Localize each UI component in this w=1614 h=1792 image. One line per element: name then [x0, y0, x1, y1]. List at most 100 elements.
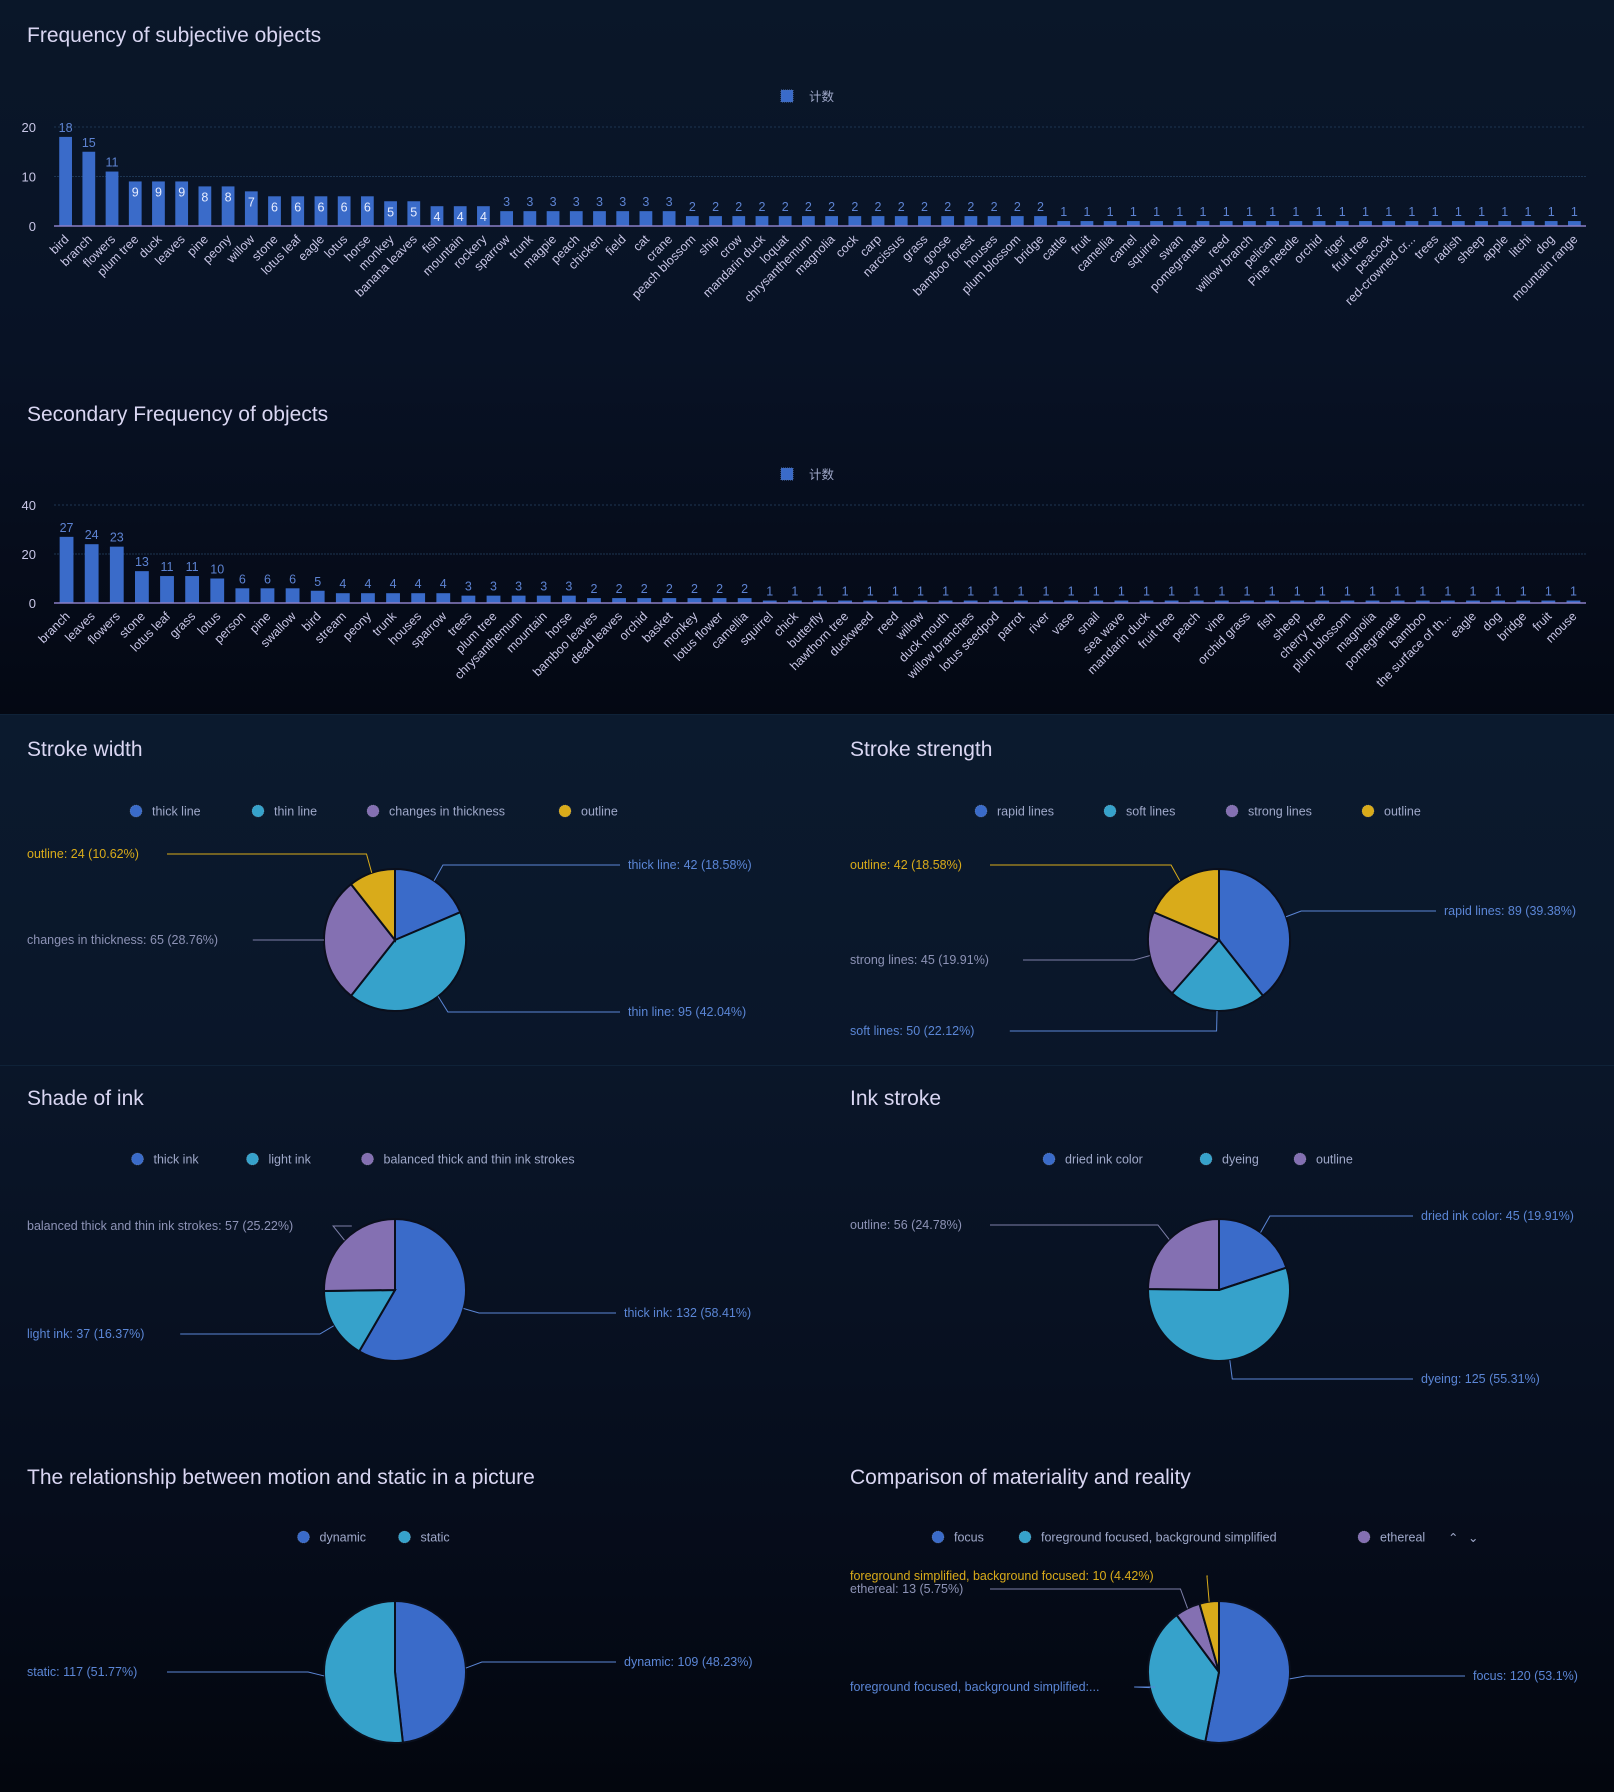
bar[interactable]: [755, 216, 769, 226]
bar[interactable]: [453, 206, 467, 226]
bar[interactable]: [1014, 600, 1028, 603]
bar[interactable]: [1365, 600, 1380, 603]
bar[interactable]: [235, 588, 250, 603]
legend-label[interactable]: static: [421, 1531, 450, 1545]
bar[interactable]: [461, 595, 476, 603]
bar[interactable]: [1382, 221, 1396, 226]
legend-marker[interactable]: [361, 1152, 374, 1166]
legend-label[interactable]: dyeing: [1222, 1153, 1259, 1167]
bar[interactable]: [1114, 600, 1129, 603]
legend-label[interactable]: ethereal: [1380, 1531, 1425, 1545]
legend-label[interactable]: rapid lines: [997, 805, 1054, 819]
bar[interactable]: [941, 216, 955, 226]
bar[interactable]: [1451, 221, 1465, 226]
legend-marker[interactable]: [129, 804, 143, 818]
bar[interactable]: [612, 598, 626, 603]
legend-prev-page-icon[interactable]: ⌃: [1448, 1531, 1458, 1545]
bar[interactable]: [384, 201, 397, 226]
bar[interactable]: [210, 578, 225, 604]
legend-marker[interactable]: [1361, 804, 1375, 818]
pie-slice[interactable]: [323, 1217, 396, 1293]
bar[interactable]: [1290, 600, 1305, 603]
bar[interactable]: [500, 211, 514, 226]
bar[interactable]: [314, 196, 328, 226]
bar[interactable]: [987, 216, 1001, 226]
bar[interactable]: [863, 600, 878, 603]
bar[interactable]: [1189, 600, 1204, 603]
bar[interactable]: [637, 598, 652, 603]
bar[interactable]: [511, 595, 526, 603]
bar[interactable]: [175, 181, 189, 226]
pie-slice[interactable]: [1146, 1217, 1220, 1292]
bar[interactable]: [285, 588, 300, 603]
bar[interactable]: [593, 211, 606, 226]
bar[interactable]: [82, 151, 96, 226]
legend-label[interactable]: dried ink color: [1065, 1153, 1143, 1167]
bar[interactable]: [1340, 600, 1355, 603]
bar[interactable]: [1080, 221, 1094, 226]
bar[interactable]: [1196, 221, 1210, 226]
legend-label[interactable]: outline: [581, 805, 618, 819]
bar[interactable]: [1243, 221, 1256, 226]
bar[interactable]: [712, 598, 727, 603]
bar[interactable]: [185, 576, 200, 603]
pie-slice[interactable]: [323, 882, 397, 998]
bar[interactable]: [1289, 221, 1303, 226]
bar[interactable]: [888, 600, 903, 603]
bar[interactable]: [1521, 221, 1535, 226]
legend-label[interactable]: strong lines: [1248, 805, 1312, 819]
bar[interactable]: [310, 590, 325, 603]
legend-marker[interactable]: [366, 804, 380, 818]
bar[interactable]: [1266, 221, 1280, 226]
bar[interactable]: [687, 598, 702, 603]
bar[interactable]: [1265, 600, 1279, 603]
bar[interactable]: [1312, 221, 1326, 226]
legend-swatch[interactable]: [780, 467, 794, 481]
pie-slice[interactable]: [1204, 1599, 1291, 1744]
bar[interactable]: [134, 571, 149, 603]
legend-marker[interactable]: [131, 1152, 144, 1166]
legend-label[interactable]: outline: [1316, 1153, 1353, 1167]
bar[interactable]: [1173, 221, 1187, 226]
bar[interactable]: [1428, 221, 1442, 226]
bar[interactable]: [1566, 600, 1581, 603]
bar[interactable]: [84, 544, 99, 603]
bar[interactable]: [1415, 600, 1430, 603]
legend-next-page-icon[interactable]: ⌄: [1468, 1531, 1478, 1545]
bar[interactable]: [109, 546, 124, 603]
bar[interactable]: [913, 600, 928, 603]
legend-label[interactable]: dynamic: [320, 1531, 367, 1545]
legend-marker[interactable]: [974, 804, 988, 818]
bar[interactable]: [361, 593, 375, 603]
bar[interactable]: [1057, 221, 1071, 226]
bar[interactable]: [152, 181, 165, 226]
bar[interactable]: [787, 600, 802, 603]
bar[interactable]: [561, 595, 576, 603]
bar[interactable]: [662, 211, 676, 226]
bar[interactable]: [436, 593, 451, 603]
bar[interactable]: [291, 196, 305, 226]
legend-label[interactable]: 计数: [809, 467, 835, 482]
bar[interactable]: [1335, 221, 1349, 226]
bar[interactable]: [1491, 600, 1506, 603]
legend-label[interactable]: changes in thickness: [389, 805, 505, 819]
bar[interactable]: [838, 600, 853, 603]
bar[interactable]: [337, 196, 351, 226]
legend-marker[interactable]: [931, 1530, 945, 1544]
bar[interactable]: [639, 211, 653, 226]
bar[interactable]: [737, 598, 752, 603]
bar[interactable]: [335, 593, 350, 603]
bar[interactable]: [1475, 221, 1488, 226]
bar[interactable]: [523, 211, 537, 226]
bar[interactable]: [546, 211, 560, 226]
bar[interactable]: [59, 536, 74, 603]
bar[interactable]: [938, 600, 953, 603]
bar[interactable]: [268, 196, 281, 226]
bar[interactable]: [244, 191, 258, 226]
bar[interactable]: [813, 600, 827, 603]
bar[interactable]: [477, 206, 490, 226]
bar[interactable]: [1405, 221, 1419, 226]
bar[interactable]: [732, 216, 746, 226]
legend-label[interactable]: outline: [1384, 805, 1421, 819]
pie-slice[interactable]: [349, 910, 467, 1012]
